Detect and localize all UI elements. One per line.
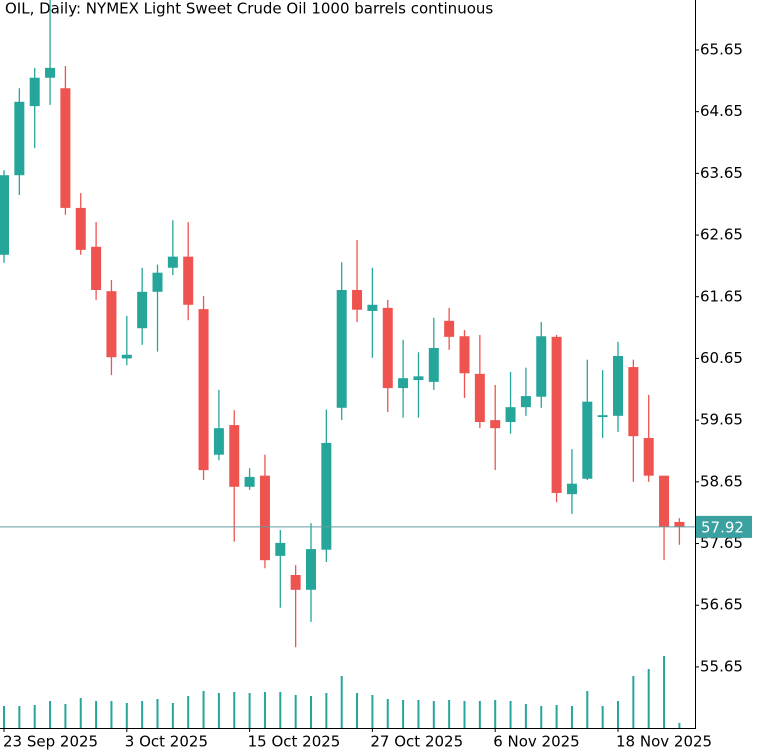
candle-body xyxy=(428,347,439,382)
y-tick-label: 64.65 xyxy=(700,102,743,120)
candle-body xyxy=(352,289,363,310)
candle-body xyxy=(121,354,132,359)
plot-area xyxy=(0,0,685,728)
x-tick-label: 18 Nov 2025 xyxy=(616,733,712,750)
last-price-label: 57.92 xyxy=(701,518,744,536)
candle-body xyxy=(628,367,639,437)
candle-body xyxy=(566,483,577,495)
candle-body xyxy=(444,320,455,337)
candle-body xyxy=(137,291,148,329)
y-tick-label: 57.65 xyxy=(700,534,743,552)
y-tick-label: 59.65 xyxy=(700,411,743,429)
x-tick-label: 3 Oct 2025 xyxy=(125,733,208,750)
chart-title: OIL, Daily: NYMEX Light Sweet Crude Oil … xyxy=(5,0,493,18)
candle-body xyxy=(398,378,409,389)
candle-body xyxy=(321,442,332,550)
candle-body xyxy=(674,521,685,527)
candle-body xyxy=(643,438,654,476)
x-tick-label: 27 Oct 2025 xyxy=(370,733,463,750)
candle-body xyxy=(613,355,623,416)
candle-body xyxy=(382,307,393,389)
y-tick-label: 61.65 xyxy=(700,287,743,305)
candle-body xyxy=(229,425,240,487)
candle-body xyxy=(60,88,71,208)
y-tick-label: 65.65 xyxy=(700,40,743,58)
candle-body xyxy=(582,401,593,479)
candle-body xyxy=(14,101,25,176)
candle-body xyxy=(45,67,56,78)
candle-body xyxy=(336,289,347,408)
x-tick-label: 23 Sep 2025 xyxy=(3,733,98,750)
candle-body xyxy=(551,336,562,493)
candle-body xyxy=(520,396,531,408)
candle-body xyxy=(259,475,270,561)
candle-body xyxy=(106,291,117,358)
candle-body xyxy=(0,175,9,255)
candle-body xyxy=(413,376,424,381)
candle-body xyxy=(75,207,86,250)
x-tick-label: 15 Oct 2025 xyxy=(248,733,341,750)
candle-body xyxy=(490,420,501,429)
candle-body xyxy=(597,415,608,418)
candle-body xyxy=(290,574,301,590)
candle-body xyxy=(275,542,286,556)
y-tick-label: 56.65 xyxy=(700,596,743,614)
last-price-box xyxy=(696,515,752,538)
y-tick-label: 58.65 xyxy=(700,472,743,490)
candle-body xyxy=(459,336,470,374)
candle-body xyxy=(306,549,316,590)
y-tick-label: 63.65 xyxy=(700,164,743,182)
candle-body xyxy=(505,407,516,422)
candle-body xyxy=(198,309,209,471)
candle-body xyxy=(474,373,485,422)
candle-body xyxy=(91,246,102,290)
candle-body xyxy=(183,256,194,305)
candle-body xyxy=(367,304,378,311)
candle-body xyxy=(167,256,178,268)
candle-body xyxy=(659,475,670,527)
candle-body xyxy=(152,272,163,292)
x-tick-label: 6 Nov 2025 xyxy=(493,733,580,750)
candle-body xyxy=(536,336,547,397)
candle-body xyxy=(213,428,224,455)
y-tick-label: 62.65 xyxy=(700,226,743,244)
candle-body xyxy=(29,77,40,107)
y-tick-label: 60.65 xyxy=(700,349,743,367)
y-tick-label: 55.65 xyxy=(700,657,743,675)
candle-body xyxy=(244,476,255,487)
